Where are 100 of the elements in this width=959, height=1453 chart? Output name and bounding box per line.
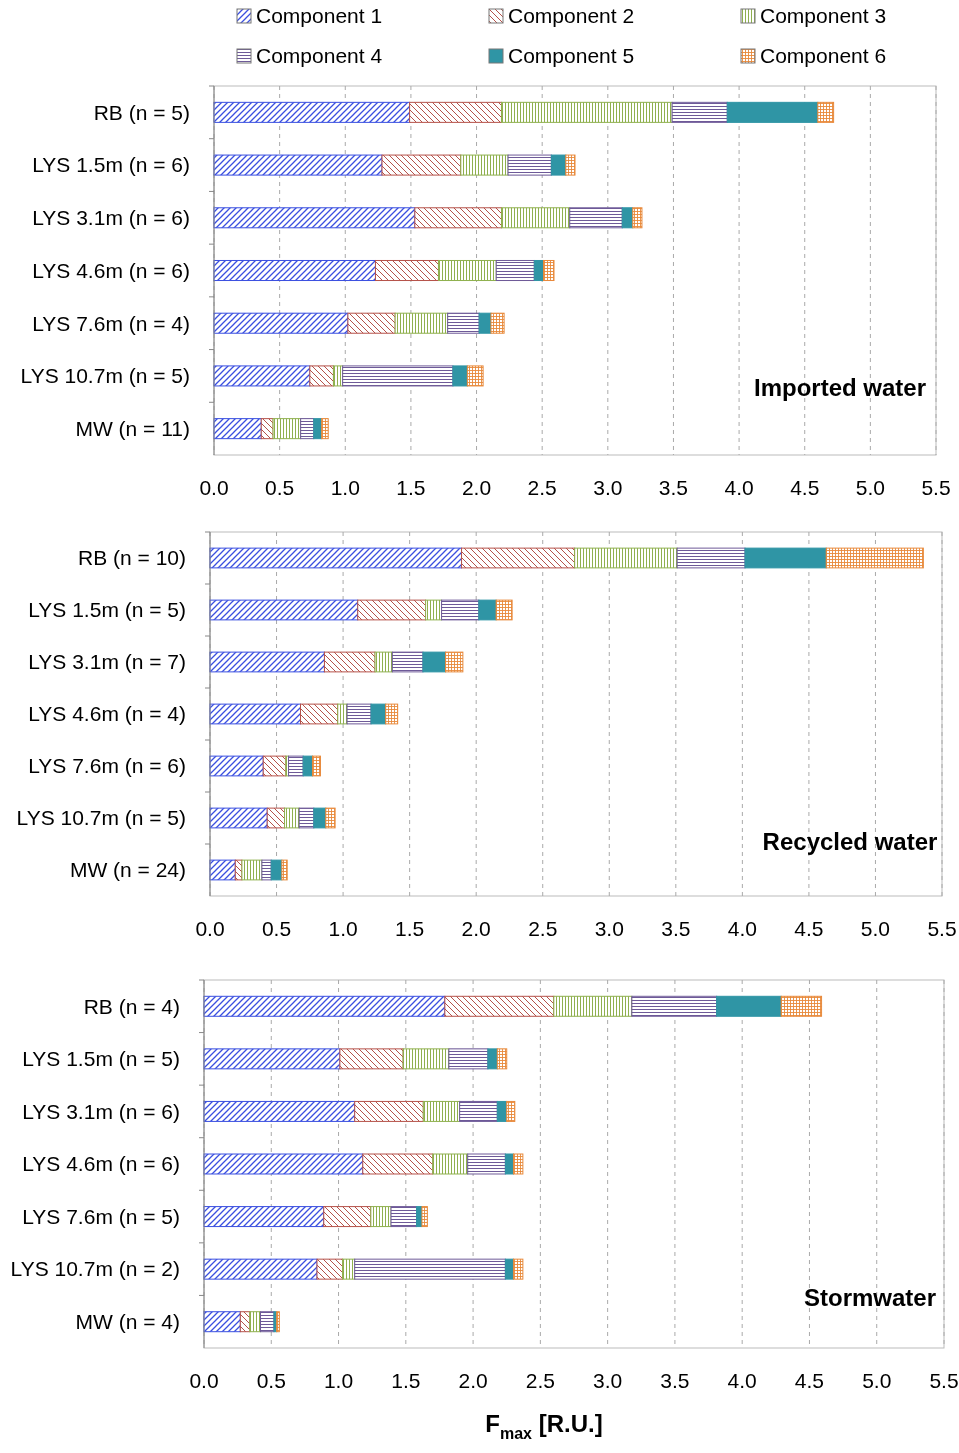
bar <box>543 259 555 282</box>
legend-label: Component 5 <box>508 44 635 68</box>
bar <box>671 101 728 123</box>
bar <box>467 1153 506 1175</box>
bar <box>311 755 321 777</box>
x-tick-label: 0.5 <box>261 917 292 940</box>
bar <box>262 755 287 777</box>
bar <box>414 207 502 229</box>
x-tick-label: 4.5 <box>790 476 820 499</box>
bar <box>249 1311 262 1333</box>
x-tick-label: 0.5 <box>265 476 295 499</box>
bar <box>270 859 283 881</box>
x-tick-label: 5.0 <box>860 917 891 940</box>
legend-label: Component 1 <box>256 4 383 28</box>
legend-label: Component 4 <box>256 44 383 68</box>
x-tick-label: 2.5 <box>527 476 557 499</box>
x-tick-label: 4.0 <box>727 1369 757 1392</box>
bar <box>321 418 329 440</box>
x-tick-label: 0.0 <box>195 917 225 940</box>
bar <box>203 1153 364 1175</box>
bar <box>631 995 718 1017</box>
bar <box>203 1048 341 1070</box>
bar <box>495 599 513 621</box>
x-tick-label: 1.0 <box>330 476 360 499</box>
x-tick-label: 2.5 <box>528 917 558 940</box>
x-axis-title: F$_{max}$ [R.U.] <box>485 1410 603 1442</box>
x-tick-label: 4.0 <box>724 476 754 499</box>
x-tick-label: 5.5 <box>927 917 957 940</box>
bar <box>284 807 300 829</box>
x-tick-label: 2.0 <box>458 1369 488 1392</box>
bar <box>447 312 480 334</box>
bar <box>744 547 827 569</box>
x-tick-label: 1.5 <box>396 476 426 499</box>
y-tick-label: LYS 7.6m (n = 6) <box>28 754 186 778</box>
bar <box>441 599 480 621</box>
bar <box>726 101 819 123</box>
bar <box>337 703 348 725</box>
bar <box>452 365 468 387</box>
bar <box>209 547 463 569</box>
bar <box>466 365 484 387</box>
bar <box>569 207 623 229</box>
bar <box>357 599 427 621</box>
bar <box>332 365 344 387</box>
bar <box>817 101 835 123</box>
y-tick-label: LYS 3.1m (n = 7) <box>28 650 186 674</box>
bar <box>425 599 443 621</box>
bar <box>370 1206 392 1228</box>
bar <box>302 755 313 777</box>
bar <box>354 1258 506 1280</box>
legend-label: Component 2 <box>508 4 635 28</box>
bar <box>213 259 376 282</box>
bar <box>209 859 236 881</box>
bar <box>512 1258 524 1280</box>
x-tick-label: 3.0 <box>593 1369 623 1392</box>
bar <box>385 703 399 725</box>
bar <box>288 755 304 777</box>
x-tick-label: 0.5 <box>256 1369 286 1392</box>
bar <box>444 995 555 1017</box>
bar <box>309 365 334 387</box>
bar <box>209 807 268 829</box>
y-tick-label: RB (n = 5) <box>93 100 190 124</box>
x-tick-label: 5.5 <box>921 476 951 499</box>
bar <box>487 1048 498 1070</box>
bar <box>437 259 497 282</box>
y-tick-label: LYS 10.7m (n = 5) <box>20 364 190 388</box>
bar <box>241 859 263 881</box>
y-tick-label: LYS 4.6m (n = 4) <box>28 702 186 726</box>
bar <box>272 418 302 440</box>
bar <box>445 651 464 673</box>
x-tick-label: 2.0 <box>461 917 491 940</box>
bar <box>346 703 372 725</box>
y-tick-label: LYS 4.6m (n = 6) <box>22 1152 180 1176</box>
y-tick-label: RB (n = 10) <box>78 546 186 570</box>
bar <box>490 312 505 334</box>
bar <box>512 1153 524 1175</box>
bar <box>370 703 387 725</box>
x-tick-label: 2.5 <box>525 1369 555 1392</box>
bar <box>313 807 327 829</box>
y-tick-label: LYS 3.1m (n = 6) <box>22 1099 180 1123</box>
bar <box>339 1048 404 1070</box>
bar <box>394 312 449 334</box>
bar <box>632 207 643 229</box>
bar <box>574 547 678 569</box>
bar <box>422 651 447 673</box>
bar <box>209 703 301 725</box>
bar <box>409 101 502 123</box>
bar <box>504 1153 514 1175</box>
bar <box>478 599 497 621</box>
bar <box>496 1048 508 1070</box>
bar <box>300 418 315 440</box>
y-tick-label: LYS 3.1m (n = 6) <box>32 206 190 230</box>
bar <box>203 995 446 1017</box>
legend-label: Component 6 <box>760 44 887 68</box>
bar <box>213 312 349 334</box>
bar <box>209 599 359 621</box>
bar <box>422 1100 461 1122</box>
y-tick-label: LYS 7.6m (n = 5) <box>22 1204 180 1228</box>
x-tick-label: 1.0 <box>323 1369 354 1392</box>
y-tick-label: MW (n = 4) <box>75 1310 180 1334</box>
y-tick-label: MW (n = 11) <box>75 416 190 440</box>
